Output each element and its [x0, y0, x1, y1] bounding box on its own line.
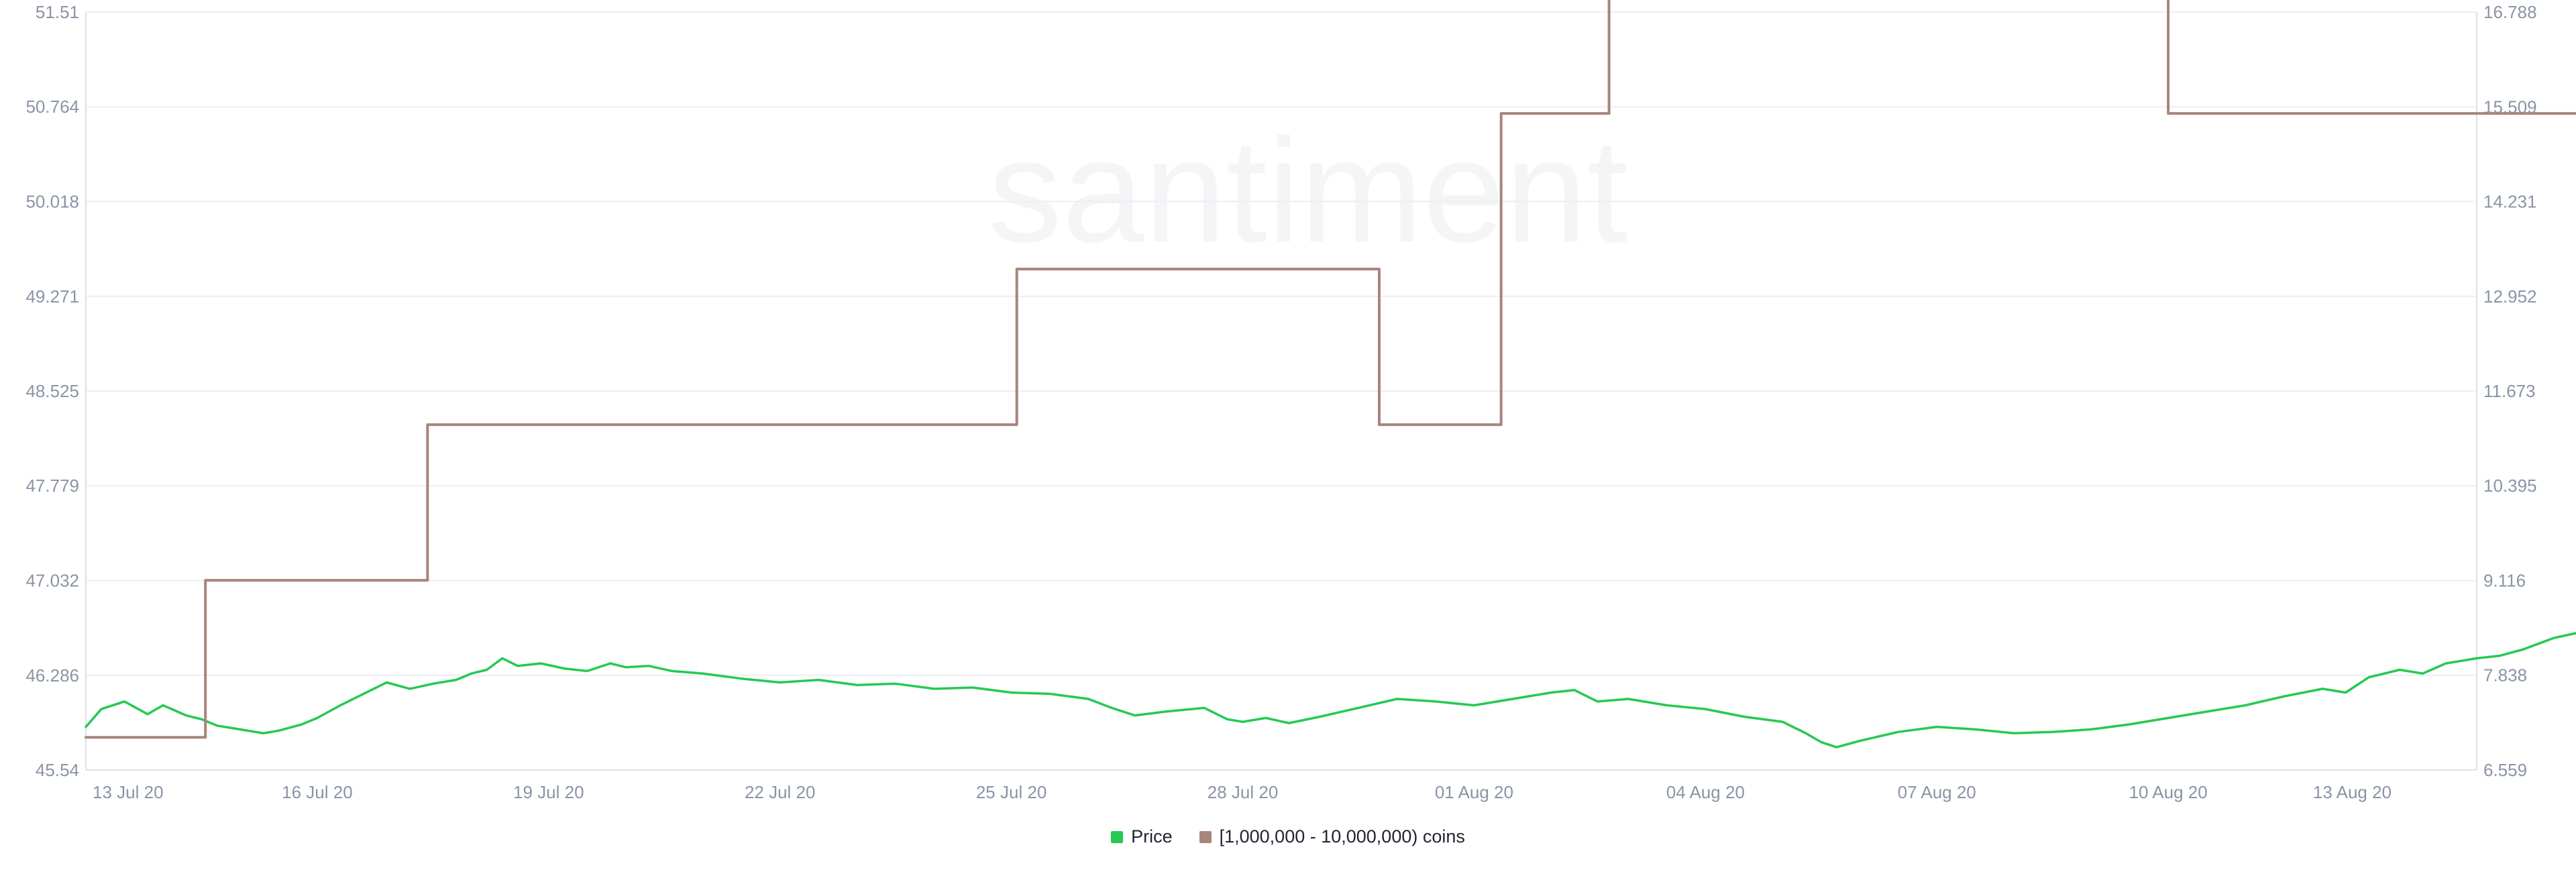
x-axis: 13 Jul 20 16 Jul 20 19 Jul 20 22 Jul 20 25 J… [86, 769, 2477, 802]
y-right-tick-label: 9.116 [2483, 571, 2526, 591]
x-tick-label: 10 Aug 20 [2129, 782, 2208, 802]
y-left-tick-label: 47.032 [25, 571, 79, 591]
x-tick-label: 16 Jul 20 [282, 782, 353, 802]
y-left-tick-label: 50.018 [25, 191, 79, 211]
holders-swatch [1199, 830, 1212, 843]
x-tick-label: 22 Jul 20 [745, 782, 816, 802]
y-right-tick-label: 6.559 [2483, 760, 2527, 780]
x-tick-label: 07 Aug 20 [1898, 782, 1976, 802]
y-right-tick-label: 14.231 [2483, 191, 2537, 211]
y-left-tick-label: 51.51 [36, 2, 79, 22]
y-right-tick-label: 16.788 [2483, 2, 2537, 22]
legend-label-price: Price [1131, 826, 1173, 847]
grid-lines [86, 11, 2477, 771]
legend-label-holders: [1,000,000 - 10,000,000) coins [1219, 826, 1465, 847]
y-right-tick-label: 12.952 [2483, 286, 2537, 307]
legend-item-price[interactable]: Price [1111, 826, 1173, 847]
x-tick-label: 19 Jul 20 [513, 782, 584, 802]
price-swatch [1111, 830, 1124, 843]
x-tick-label: 04 Aug 20 [1666, 782, 1745, 802]
holders-step-line[interactable] [85, 0, 2576, 739]
x-tick-label: 13 Aug 20 [2313, 782, 2392, 802]
x-tick-label: 25 Jul 20 [976, 782, 1047, 802]
y-left-tick-label: 47.779 [25, 476, 79, 496]
price-line[interactable] [85, 19, 2576, 749]
x-tick-label: 01 Aug 20 [1435, 782, 1513, 802]
y-right-tick-label: 10.395 [2483, 476, 2537, 496]
y-left-tick-label: 49.271 [25, 286, 79, 307]
right-y-axis: 6.559 7.838 9.116 10.395 11.673 12.952 14.231 1… [2476, 2, 2537, 780]
series-group [85, 0, 2576, 749]
y-right-tick-label: 11.673 [2483, 381, 2536, 401]
left-y-axis: 45.54 46.286 47.032 47.779 48.525 49.271 50.01… [25, 2, 87, 780]
y-left-tick-label: 48.525 [25, 381, 79, 401]
x-tick-label: 13 Jul 20 [93, 782, 164, 802]
x-tick-label: 28 Jul 20 [1208, 782, 1279, 802]
y-left-tick-label: 45.54 [36, 760, 79, 780]
y-right-tick-label: 7.838 [2483, 665, 2527, 686]
y-left-tick-label: 46.286 [25, 665, 79, 686]
santiment-watermark: santiment [988, 108, 1628, 273]
y-left-tick-label: 50.764 [25, 97, 79, 117]
legend-item-holders[interactable]: [1,000,000 - 10,000,000) coins [1199, 826, 1465, 847]
legend: Price [1,000,000 - 10,000,000) coins [0, 826, 2576, 847]
